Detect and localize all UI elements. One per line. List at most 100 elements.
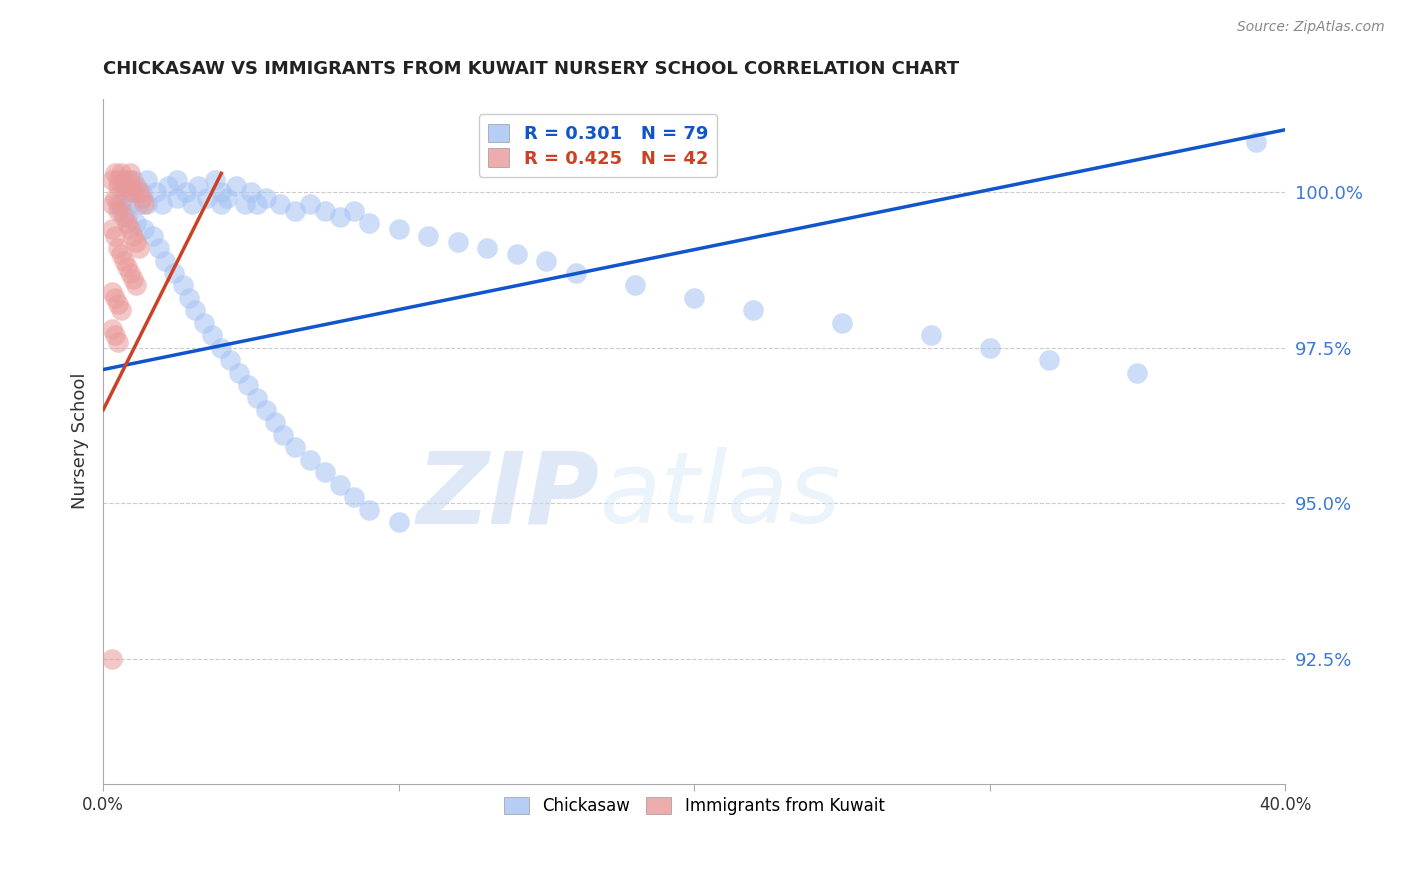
Legend: Chickasaw, Immigrants from Kuwait: Chickasaw, Immigrants from Kuwait	[495, 789, 893, 823]
Point	[104, 328, 127, 343]
Y-axis label: Nursery School: Nursery School	[72, 373, 89, 509]
Point	[112, 172, 135, 186]
Point	[246, 391, 269, 405]
Point	[239, 185, 262, 199]
Point	[225, 178, 247, 193]
Text: atlas: atlas	[599, 448, 841, 544]
Point	[110, 203, 132, 218]
Point	[128, 241, 150, 255]
Point	[506, 247, 529, 261]
Point	[131, 185, 153, 199]
Point	[101, 197, 124, 211]
Point	[150, 197, 173, 211]
Point	[166, 172, 188, 186]
Point	[314, 203, 336, 218]
Point	[187, 178, 209, 193]
Point	[477, 241, 499, 255]
Point	[121, 185, 143, 199]
Point	[193, 316, 215, 330]
Point	[328, 477, 350, 491]
Point	[112, 185, 135, 199]
Point	[104, 228, 127, 243]
Point	[121, 272, 143, 286]
Point	[246, 197, 269, 211]
Point	[104, 166, 127, 180]
Point	[177, 291, 200, 305]
Point	[284, 203, 307, 218]
Point	[1244, 135, 1267, 149]
Point	[115, 178, 138, 193]
Point	[124, 278, 146, 293]
Point	[157, 178, 180, 193]
Point	[128, 197, 150, 211]
Point	[118, 266, 141, 280]
Point	[136, 172, 159, 186]
Text: Source: ZipAtlas.com: Source: ZipAtlas.com	[1237, 20, 1385, 34]
Point	[298, 197, 321, 211]
Point	[107, 241, 129, 255]
Point	[110, 197, 132, 211]
Point	[228, 366, 250, 380]
Point	[145, 185, 167, 199]
Point	[118, 166, 141, 180]
Point	[624, 278, 647, 293]
Point	[172, 278, 194, 293]
Point	[107, 297, 129, 311]
Point	[107, 203, 129, 218]
Point	[536, 253, 558, 268]
Point	[388, 222, 411, 236]
Point	[201, 328, 224, 343]
Point	[118, 222, 141, 236]
Point	[217, 191, 239, 205]
Point	[131, 191, 153, 205]
Point	[284, 441, 307, 455]
Point	[110, 166, 132, 180]
Point	[742, 303, 765, 318]
Point	[124, 178, 146, 193]
Point	[359, 216, 381, 230]
Point	[112, 178, 135, 193]
Text: CHICKASAW VS IMMIGRANTS FROM KUWAIT NURSERY SCHOOL CORRELATION CHART: CHICKASAW VS IMMIGRANTS FROM KUWAIT NURS…	[103, 60, 959, 78]
Text: ZIP: ZIP	[416, 448, 599, 544]
Point	[298, 453, 321, 467]
Point	[134, 222, 156, 236]
Point	[263, 416, 285, 430]
Point	[121, 185, 143, 199]
Point	[107, 334, 129, 349]
Point	[418, 228, 440, 243]
Point	[104, 191, 127, 205]
Point	[101, 652, 124, 666]
Point	[979, 341, 1001, 355]
Point	[118, 197, 141, 211]
Point	[110, 247, 132, 261]
Point	[174, 185, 197, 199]
Point	[115, 216, 138, 230]
Point	[124, 216, 146, 230]
Point	[134, 197, 156, 211]
Point	[254, 403, 277, 417]
Point	[388, 515, 411, 529]
Point	[359, 502, 381, 516]
Point	[163, 266, 186, 280]
Point	[343, 490, 366, 504]
Point	[148, 241, 170, 255]
Point	[184, 303, 207, 318]
Point	[195, 191, 218, 205]
Point	[328, 210, 350, 224]
Point	[565, 266, 588, 280]
Point	[219, 353, 242, 368]
Point	[209, 197, 232, 211]
Point	[115, 172, 138, 186]
Point	[110, 303, 132, 318]
Point	[107, 178, 129, 193]
Point	[128, 185, 150, 199]
Point	[112, 210, 135, 224]
Point	[115, 210, 138, 224]
Point	[1126, 366, 1149, 380]
Point	[121, 228, 143, 243]
Point	[314, 465, 336, 479]
Point	[273, 428, 295, 442]
Point	[101, 322, 124, 336]
Point	[236, 378, 259, 392]
Point	[920, 328, 942, 343]
